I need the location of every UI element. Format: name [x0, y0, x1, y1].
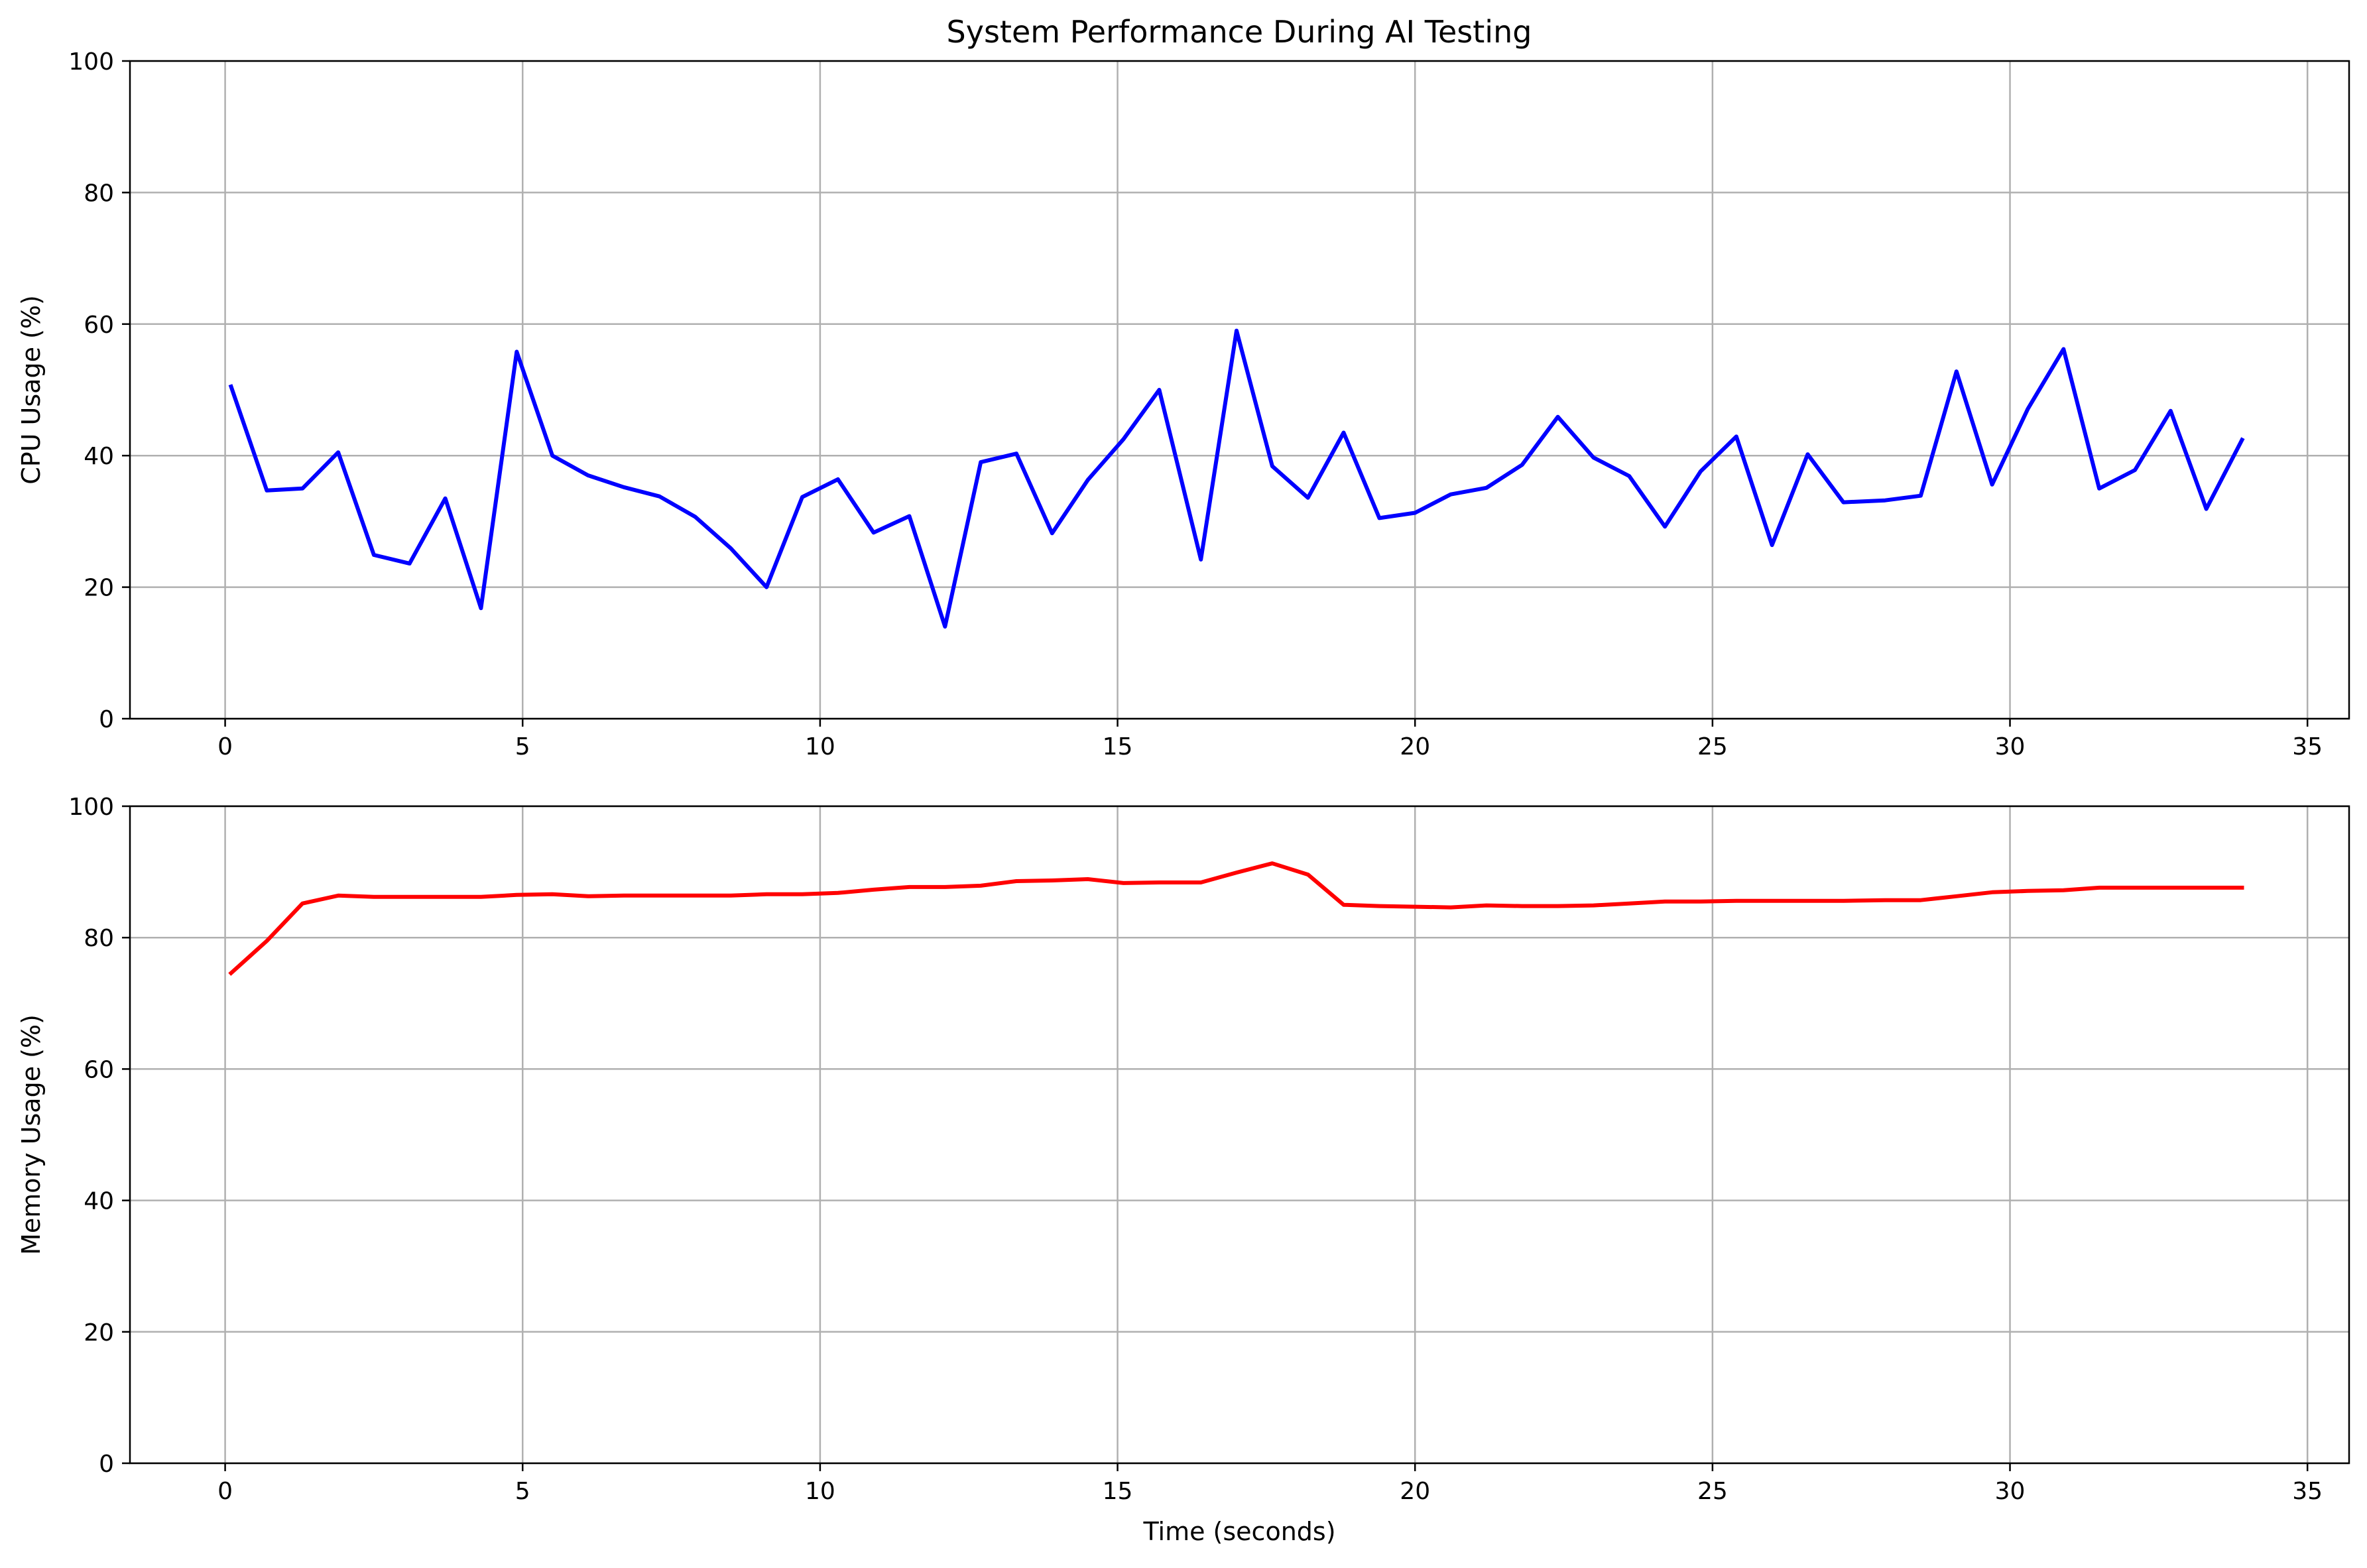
memory-x-tick-label: 5 [515, 1478, 530, 1505]
memory-usage-panel: 0 5 10 15 20 25 30 35 0 20 40 60 80 100 Memory Usage (… [17, 794, 2350, 1546]
memory-x-tick-label: 0 [217, 1478, 233, 1505]
cpu-y-tick-label: 20 [84, 575, 114, 602]
cpu-x-tick-label: 35 [2292, 733, 2323, 760]
cpu-y-tick-label: 40 [84, 443, 114, 470]
memory-x-tick-label: 15 [1103, 1478, 1133, 1505]
cpu-x-tick-label: 20 [1400, 733, 1430, 760]
cpu-x-tick-label: 0 [217, 733, 233, 760]
memory-y-tick-label: 0 [99, 1451, 114, 1478]
cpu-y-tick-label: 80 [84, 180, 114, 207]
cpu-series-line [228, 328, 2245, 629]
cpu-y-tick-label: 100 [68, 48, 114, 76]
cpu-y-tick-label: 60 [84, 312, 114, 339]
memory-y-tick-label: 40 [84, 1188, 114, 1215]
cpu-y-axis-label: CPU Usage (%) [17, 295, 46, 485]
memory-x-tick-label: 20 [1400, 1478, 1430, 1505]
memory-y-tick-label: 80 [84, 925, 114, 952]
memory-y-tick-label: 20 [84, 1319, 114, 1347]
cpu-axes-frame [129, 60, 2350, 720]
memory-x-axis-label: Time (seconds) [1142, 1517, 1335, 1546]
memory-series-line [228, 861, 2244, 976]
memory-y-axis-label: Memory Usage (%) [17, 1014, 46, 1255]
memory-x-tick-label: 25 [1697, 1478, 1728, 1505]
cpu-x-tick-label: 30 [1995, 733, 2026, 760]
memory-x-tick-label: 30 [1995, 1478, 2026, 1505]
cpu-x-tick-label: 10 [805, 733, 835, 760]
memory-y-tick-label: 100 [68, 794, 114, 821]
cpu-x-tick-label: 25 [1697, 733, 1728, 760]
cpu-usage-panel: 0 5 10 15 20 25 30 35 0 20 40 60 80 100 CPU Usage (%) [17, 48, 2350, 760]
memory-x-tick-label: 10 [805, 1478, 835, 1505]
memory-x-tick-label: 35 [2292, 1478, 2323, 1505]
cpu-y-tick-label: 0 [99, 706, 114, 733]
cpu-x-tick-label: 15 [1103, 733, 1133, 760]
cpu-x-tick-label: 5 [515, 733, 530, 760]
memory-y-tick-label: 60 [84, 1056, 114, 1083]
memory-axes-frame [129, 805, 2350, 1465]
chart-title: System Performance During AI Testing [947, 14, 1532, 50]
